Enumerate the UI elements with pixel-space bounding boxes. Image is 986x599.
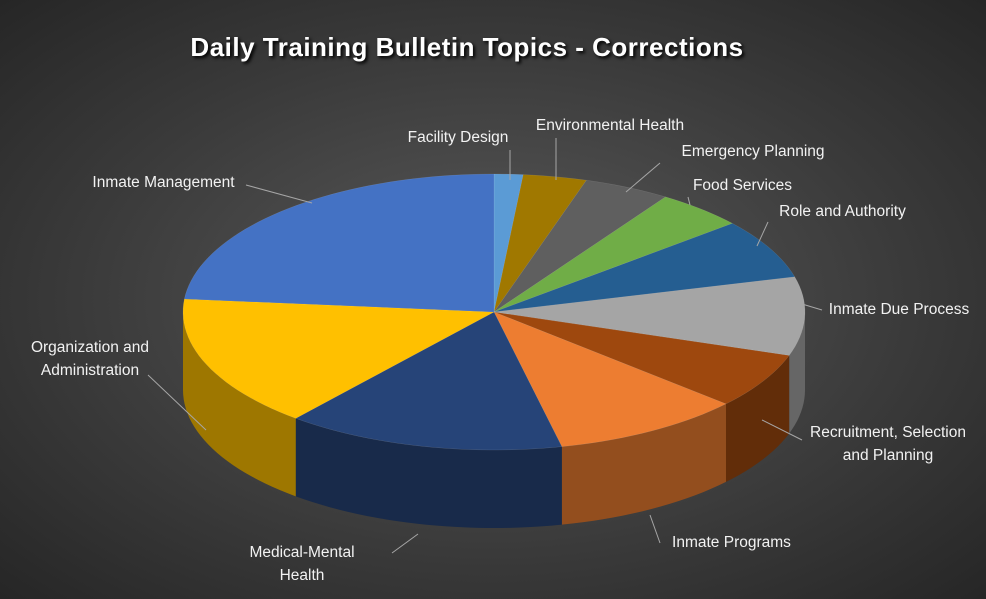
slice-label: Medical-Mental Health xyxy=(249,544,355,584)
leader-line xyxy=(625,162,661,193)
slice-label: Organization and Administration xyxy=(30,339,150,379)
leader-line xyxy=(649,514,661,544)
slice xyxy=(295,311,563,451)
slice-side xyxy=(295,418,562,528)
chart-title: Daily Training Bulletin Topics - Correct… xyxy=(190,32,744,62)
leader-line xyxy=(756,221,769,247)
slice xyxy=(493,174,587,313)
slice-label: Role and Authority xyxy=(779,203,906,220)
slice-side xyxy=(725,355,790,482)
leader-line xyxy=(761,419,803,441)
slice-label: Environmental Health xyxy=(535,117,685,134)
slice-label: Inmate Management xyxy=(92,174,235,191)
slice xyxy=(493,196,733,313)
slice xyxy=(493,223,796,313)
slice xyxy=(493,311,790,405)
slice xyxy=(182,298,495,419)
slice-label: Inmate Programs xyxy=(672,534,791,551)
leader-line xyxy=(147,374,207,431)
slice-side xyxy=(183,312,296,497)
slice-label: Inmate Due Process xyxy=(828,301,970,318)
slice xyxy=(493,179,667,313)
leader-line xyxy=(245,184,313,204)
slice xyxy=(493,276,806,356)
slice-label: Food Services xyxy=(692,177,793,194)
slice-label: Recruitment, Selection and Planning xyxy=(810,424,966,464)
slice xyxy=(184,173,495,313)
slice-side xyxy=(561,403,726,525)
slice-side xyxy=(789,312,805,434)
leader-line xyxy=(391,533,419,554)
slice-label: Facility Design xyxy=(407,129,509,146)
leader-line xyxy=(801,303,823,311)
slice-label: Emergency Planning xyxy=(681,143,825,160)
leader-line xyxy=(687,196,691,206)
slice xyxy=(493,311,727,447)
